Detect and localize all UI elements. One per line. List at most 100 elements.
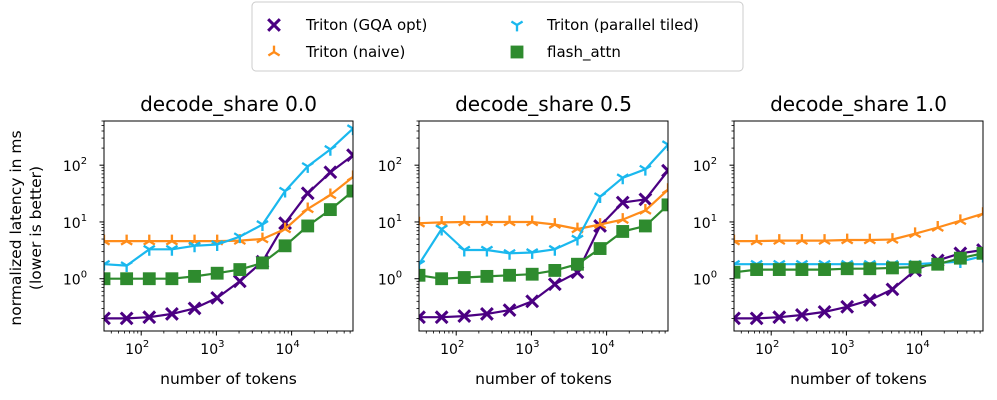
y-tick-label: 102 (693, 156, 717, 175)
legend-label: Triton (naive) (305, 43, 405, 61)
data-point (638, 219, 652, 233)
panel-title: decode_share 0.5 (455, 92, 632, 116)
data-point (616, 225, 630, 238)
y-tick-label: 100 (693, 270, 717, 289)
panel-3: decode_share 1.0 102 103 104 100 101 102 number… (693, 92, 984, 388)
data-point (863, 262, 877, 276)
panel-1: decode_share 0.0 102 103 104 100 101 102 number… (63, 92, 354, 388)
data-point (119, 233, 134, 246)
data-point (233, 263, 247, 276)
data-point (953, 251, 967, 265)
panels: decode_share 0.0 102 103 104 100 101 102 number… (63, 92, 984, 388)
data-point (210, 239, 224, 253)
data-point (571, 257, 584, 271)
x-tick-label: 102 (125, 339, 149, 358)
data-point (256, 256, 269, 270)
y-tick-label: 102 (378, 156, 402, 175)
series-triton-parallel-tiled (419, 139, 668, 272)
data-point (142, 244, 157, 257)
data-point (480, 214, 494, 227)
data-point (232, 273, 248, 289)
x-tick-label: 103 (200, 339, 224, 358)
data-point (547, 276, 563, 292)
legend-marker-square (510, 45, 524, 59)
panel-title: decode_share 0.0 (140, 92, 317, 116)
legend-entry-gqa-opt: Triton (GQA opt) (266, 16, 427, 34)
data-point (593, 242, 607, 255)
data-point (817, 232, 832, 246)
series-line (734, 248, 983, 320)
data-point (593, 191, 607, 205)
data-point (818, 263, 831, 276)
legend-entry-flash-attn: flash_attn (510, 43, 621, 62)
legend-label: flash_attn (547, 43, 621, 62)
data-point (908, 260, 922, 274)
data-point (795, 232, 809, 246)
data-point (301, 219, 315, 233)
data-point (119, 260, 134, 274)
series-line (419, 170, 668, 319)
x-axis-label: number of tokens (160, 370, 297, 388)
plot-area (104, 123, 353, 326)
data-point (120, 272, 134, 286)
x-axis-label: number of tokens (475, 370, 612, 388)
data-point (885, 281, 900, 297)
data-point (210, 266, 224, 280)
data-point (323, 144, 338, 157)
data-point (840, 262, 854, 276)
data-point (795, 263, 809, 276)
data-point (165, 233, 179, 246)
y-tick-label: 100 (378, 270, 402, 289)
data-point (886, 261, 899, 275)
data-point (749, 233, 764, 246)
data-point (615, 173, 630, 186)
data-point (524, 293, 540, 309)
plot-area (419, 139, 668, 325)
series-line (104, 154, 353, 320)
x-tick-label: 104 (591, 339, 615, 358)
data-point (863, 232, 877, 245)
y-tick-label: 101 (378, 213, 402, 232)
data-point (142, 272, 156, 286)
series-flash-attn (419, 198, 668, 286)
data-point (435, 272, 449, 286)
legend-label: Triton (GQA opt) (305, 16, 427, 34)
axes-frame (418, 120, 669, 332)
legend-label: Triton (parallel tiled) (546, 16, 699, 34)
series-line (104, 127, 353, 267)
data-point (502, 248, 517, 261)
y-axis-label-line-2: (lower is better) (27, 166, 45, 290)
data-point (323, 164, 338, 180)
data-point (165, 244, 179, 257)
series-triton-gqa-opt (734, 242, 983, 326)
data-point (323, 187, 338, 200)
y-tick-label: 101 (693, 213, 717, 232)
data-point (165, 272, 179, 286)
series-triton-naive (734, 206, 983, 246)
y-axis-label-line-1: normalized latency in ms (7, 130, 25, 325)
series-triton-gqa-opt (419, 163, 668, 325)
data-point (502, 214, 517, 227)
x-tick-label: 104 (276, 339, 300, 358)
series-line (419, 188, 668, 231)
data-point (142, 233, 157, 246)
data-point (862, 292, 878, 308)
data-point (457, 271, 471, 284)
data-point (323, 203, 337, 217)
series-triton-gqa-opt (104, 147, 353, 326)
x-tick-label: 104 (906, 339, 930, 358)
plot-area (734, 206, 983, 326)
data-point (278, 239, 292, 253)
x-tick-label: 103 (515, 339, 539, 358)
x-tick-label: 102 (755, 339, 779, 358)
series-line (419, 143, 668, 265)
legend-entry-naive: Triton (naive) (267, 43, 405, 61)
series-triton-parallel-tiled (104, 123, 353, 274)
data-point (209, 290, 225, 306)
panel-2: decode_share 0.5 102 103 104 100 101 102 number… (378, 92, 669, 388)
series-flash-attn (734, 246, 983, 279)
data-point (931, 257, 945, 271)
x-axis-label: number of tokens (790, 370, 927, 388)
legend: Triton (GQA opt) Triton (naive) Triton (… (251, 1, 744, 72)
